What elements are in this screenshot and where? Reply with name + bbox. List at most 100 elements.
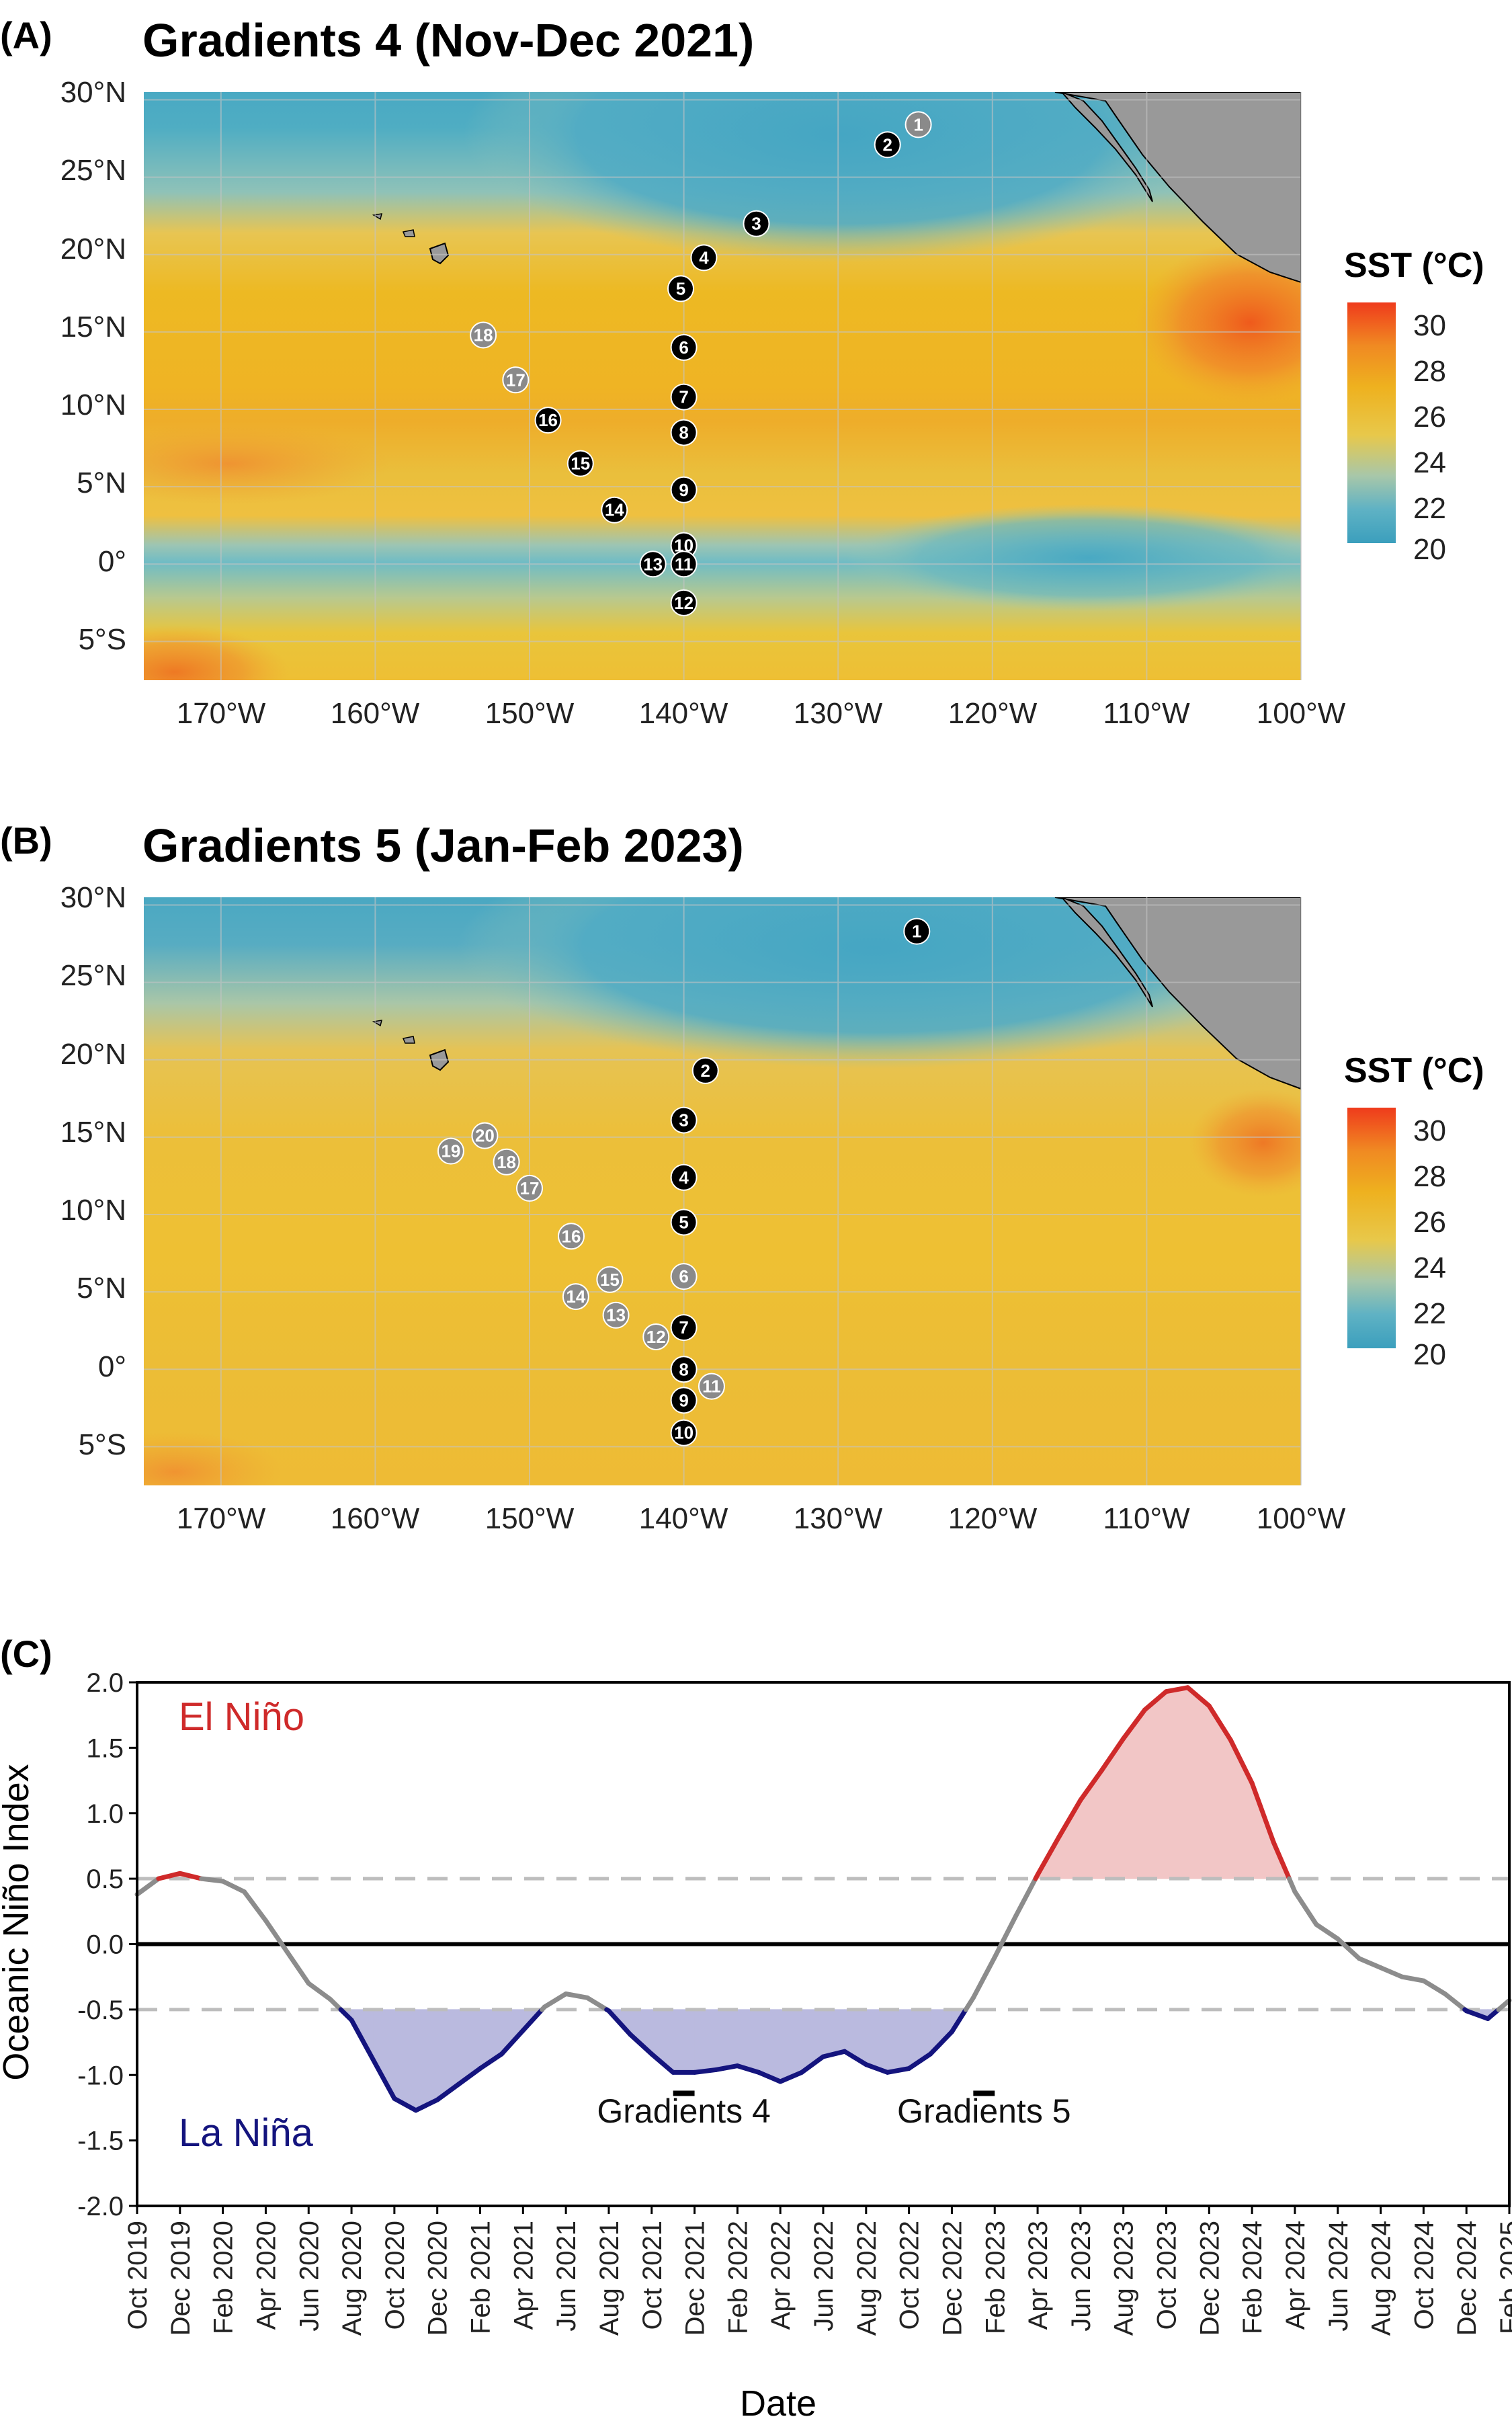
x-tick-label: Apr 2022 (766, 2221, 796, 2330)
gridlines-a (144, 92, 1302, 680)
la-nina-shade (866, 2009, 888, 2073)
station-b-3: 3 (670, 1106, 698, 1134)
colorbar-b: SST (°C) 30 28 26 24 22 20 (1344, 1051, 1484, 1371)
station-marker (670, 476, 698, 503)
oni-line-segment (327, 1996, 343, 2012)
x-tick-label: Apr 2024 (1281, 2221, 1310, 2330)
oni-line-segment (821, 2049, 847, 2059)
panel-a-letter: (A) (0, 14, 52, 56)
station-label: 17 (520, 1178, 540, 1198)
lat-tick-0: 0° (98, 1350, 126, 1383)
station-b-11: 11 (698, 1372, 725, 1400)
lon-tick-130w: 130°W (794, 1502, 883, 1535)
station-a-9: 9 (670, 476, 698, 503)
oni-line-segment (1292, 1889, 1319, 1927)
station-marker (690, 244, 718, 272)
panel-a-title: Gradients 4 (Nov-Dec 2021) (142, 14, 754, 67)
x-tick-label: Jun 2022 (809, 2221, 839, 2332)
x-tick-label: Oct 2024 (1409, 2221, 1439, 2330)
x-tick-label: Dec 2024 (1452, 2221, 1482, 2336)
station-b-1: 1 (903, 917, 931, 945)
station-marker (596, 1266, 624, 1293)
station-label: 15 (600, 1270, 620, 1290)
oni-line-segment (1078, 1767, 1105, 1803)
la-nina-shade (394, 2009, 417, 2111)
la-nina-shade (715, 2009, 738, 2071)
station-b-14: 14 (562, 1283, 589, 1311)
lon-tick-120w: 120°W (948, 1502, 1038, 1535)
station-b-5: 5 (670, 1208, 698, 1236)
colorbar-a-tick-30: 30 (1413, 309, 1446, 342)
lat-tick-30n: 30°N (60, 881, 126, 914)
x-tick-label: Feb 2020 (209, 2221, 239, 2334)
x-tick-label: Oct 2021 (638, 2221, 667, 2330)
lat-tick-15n: 15°N (60, 1116, 126, 1149)
station-marker (670, 1356, 698, 1383)
station-label: 10 (674, 1423, 694, 1443)
x-tick-label: Dec 2022 (937, 2221, 967, 2336)
la-nina-shade (737, 2009, 759, 2073)
lon-tick-150w: 150°W (485, 1502, 575, 1535)
station-label: 6 (679, 1266, 688, 1286)
oni-line-segment (756, 2069, 783, 2084)
station-marker (670, 1163, 698, 1191)
oni-line-segment (734, 2063, 761, 2075)
station-b-7: 7 (670, 1314, 698, 1342)
oni-line-segment (1013, 1876, 1038, 1918)
station-b-9: 9 (670, 1387, 698, 1414)
station-label: 5 (679, 1213, 688, 1233)
oni-line-segment (585, 1995, 610, 2012)
station-marker (670, 1419, 698, 1446)
lon-tick-100w: 100°W (1257, 1502, 1346, 1535)
oni-line-segment (1099, 1736, 1126, 1772)
station-label: 12 (674, 593, 694, 613)
station-label: 9 (679, 1390, 688, 1410)
station-label: 3 (679, 1110, 688, 1131)
oni-line-segment (1496, 1998, 1512, 2012)
el-nino-label: El Niño (179, 1695, 304, 1739)
oni-line-segment (156, 1871, 183, 1881)
station-label: 7 (679, 387, 688, 407)
x-tick-label: Aug 2023 (1109, 2221, 1139, 2336)
el-nino-shade (1144, 1690, 1167, 1879)
oni-line-segment (199, 1876, 226, 1884)
colorbar-a-tick-22: 22 (1413, 492, 1446, 525)
colorbar-a-title: SST (°C) (1344, 246, 1484, 285)
station-b-2: 2 (691, 1057, 719, 1084)
x-tick-label: Oct 2022 (895, 2221, 925, 2330)
la-nina-shade (887, 2009, 910, 2073)
colorbar-a-tick-26: 26 (1413, 401, 1446, 434)
x-axis-title: Date (740, 2383, 816, 2420)
lat-tick-5n: 5°N (77, 1272, 126, 1305)
station-label: 15 (571, 454, 590, 474)
station-label: 18 (497, 1152, 516, 1172)
oni-line-segment (520, 2007, 545, 2033)
station-a-15: 15 (566, 450, 594, 477)
colorbar-a-tick-24: 24 (1413, 446, 1446, 479)
la-nina-shade (694, 2009, 716, 2073)
station-label: 5 (676, 278, 685, 298)
station-label: 8 (679, 423, 688, 443)
y-tick-label: 2.0 (86, 1668, 124, 1698)
lat-tick-25n: 25°N (60, 959, 126, 992)
station-label: 12 (646, 1327, 666, 1347)
oni-line-segment (413, 2097, 440, 2113)
sst-map-a (144, 92, 1301, 680)
station-marker (471, 1122, 499, 1149)
station-marker (502, 366, 530, 394)
oni-line-segment (435, 2082, 462, 2102)
station-label: 8 (679, 1359, 688, 1379)
lon-tick-160w: 160°W (331, 1502, 420, 1535)
station-label: 7 (679, 1317, 688, 1338)
oni-line-segment (563, 1991, 590, 2000)
oni-line-segment (1378, 1965, 1404, 1979)
oni-line-segment (1421, 1978, 1447, 1997)
lat-tick-15n: 15°N (60, 311, 126, 343)
lat-tick-20n: 20°N (60, 1038, 126, 1071)
x-tick-label: Dec 2023 (1195, 2221, 1224, 2336)
station-marker (698, 1372, 725, 1400)
station-marker (670, 1387, 698, 1414)
station-marker (639, 550, 667, 578)
